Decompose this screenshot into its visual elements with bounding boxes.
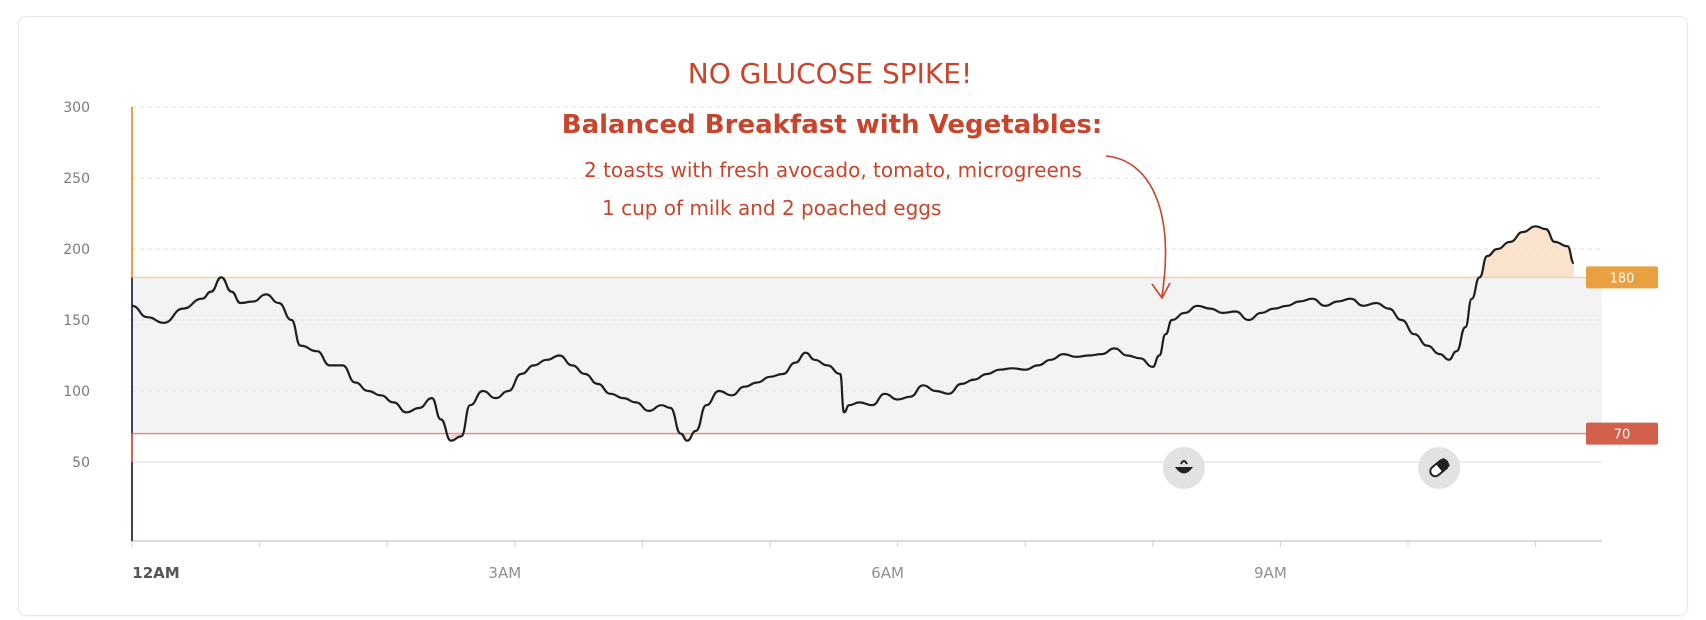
annotation-line-1: 2 toasts with fresh avocado, tomato, mic… (584, 158, 1082, 182)
above-high-area (221, 226, 1574, 278)
y-tick-label: 50 (72, 455, 90, 471)
svg-text:180: 180 (1610, 271, 1635, 286)
grid-lines (132, 106, 1602, 463)
bowl-shape (1174, 467, 1193, 474)
steam-shape (1180, 460, 1188, 465)
target-range-band (132, 277, 1602, 434)
x-axis-ticks: 12AM 3AM 6AM 9AM (131, 541, 1537, 582)
y-axis-ticks: 300 250 200 150 100 50 (63, 100, 90, 471)
meal-bowl-icon (1174, 460, 1193, 474)
x-tick-label: 6AM (871, 564, 904, 582)
annotation-line-2: 1 cup of milk and 2 poached eggs (602, 196, 941, 220)
y-tick-label: 100 (63, 384, 90, 400)
event-markers (1162, 447, 1461, 489)
below-low-area (451, 433, 688, 441)
y-tick-label: 200 (63, 242, 90, 258)
meal-event-marker (1162, 447, 1205, 489)
x-tick-label: 9AM (1254, 564, 1287, 582)
y-tick-label: 250 (63, 171, 90, 187)
x-tick-label: 12AM (132, 564, 179, 582)
y-tick-label: 300 (63, 100, 90, 116)
annotation-subtitle: Balanced Breakfast with Vegetables: (562, 110, 1102, 140)
low-threshold-badge: 70 (1586, 422, 1658, 445)
pill-half (1435, 457, 1451, 472)
x-tick-label: 3AM (488, 564, 521, 582)
pill-icon (1429, 457, 1451, 478)
y-tick-label: 150 (63, 313, 90, 329)
annotation-arrow (1105, 155, 1167, 297)
annotation-arrow-head (1151, 282, 1171, 300)
annotation-headline: NO GLUCOSE SPIKE! (688, 57, 972, 90)
svg-text:70: 70 (1614, 428, 1631, 443)
high-threshold-badge: 180 (1586, 266, 1658, 289)
medication-event-marker (1418, 447, 1461, 489)
glucose-series-line (131, 225, 1575, 442)
